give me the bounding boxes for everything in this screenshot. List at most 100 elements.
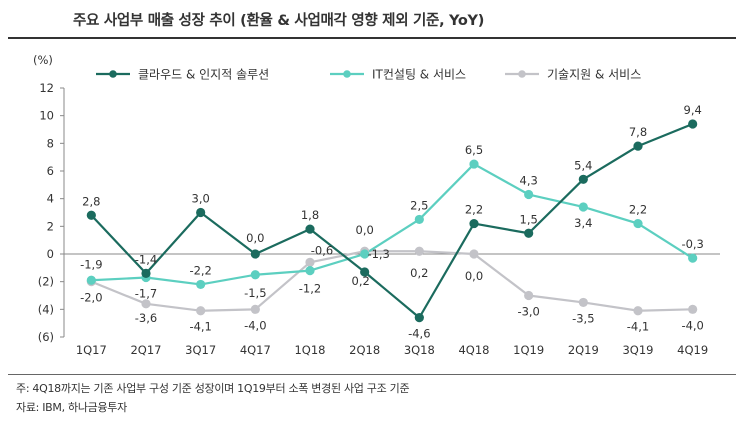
x-tick-label: 2Q17 bbox=[130, 343, 161, 357]
data-point bbox=[360, 249, 370, 259]
legend-entry: 클라우드 & 인지적 솔루션 bbox=[138, 68, 269, 82]
data-point bbox=[141, 299, 151, 309]
series-line bbox=[91, 162, 694, 286]
x-tick-label: 4Q19 bbox=[677, 343, 708, 357]
data-label: 2,2 bbox=[629, 203, 647, 217]
series-line bbox=[90, 250, 693, 312]
legend: 클라우드 & 인지적 솔루션 IT컨설팅 & 서비스 기술지원 & 서비스 bbox=[96, 68, 641, 82]
data-point bbox=[469, 218, 479, 229]
data-point bbox=[524, 189, 534, 200]
x-tick-label: 4Q17 bbox=[240, 343, 271, 357]
legend-swatch-marker bbox=[109, 70, 117, 78]
data-point bbox=[469, 159, 479, 169]
y-tick-label: 10 bbox=[39, 109, 54, 123]
x-tick-label: 2Q18 bbox=[349, 343, 380, 357]
data-point bbox=[524, 290, 534, 301]
data-point bbox=[578, 297, 588, 308]
x-tick-label: 1Q17 bbox=[76, 343, 107, 357]
data-point bbox=[633, 141, 643, 151]
data-point bbox=[196, 306, 206, 316]
legend-entry: IT컨설팅 & 서비스 bbox=[372, 68, 466, 82]
x-tick-label: 1Q19 bbox=[513, 343, 544, 357]
data-label: 0,0 bbox=[356, 223, 374, 237]
data-point bbox=[414, 214, 424, 225]
axes: (%) 12 10 8 6 4 2 0 (2) (4) (6) 1Q17 2Q17 3Q17 4Q17 1Q1… bbox=[33, 53, 720, 357]
data-label: -3,5 bbox=[572, 311, 594, 325]
data-label: -1,4 bbox=[135, 252, 157, 266]
data-label: -4,0 bbox=[244, 318, 266, 332]
data-point bbox=[414, 246, 424, 256]
data-point bbox=[305, 257, 315, 267]
data-point bbox=[578, 202, 588, 212]
y-tick-label: 8 bbox=[47, 136, 54, 150]
series-data-labels: 2,8 -1,4 3,0 0,0 1,8 -1,3 -4,6 2,2 1,5 5,4 7,8 9,4 -… bbox=[80, 103, 704, 341]
data-label: 6,5 bbox=[465, 143, 483, 157]
source-note: 자료: IBM, 하나금융투자 bbox=[16, 401, 127, 414]
data-label: -4,1 bbox=[189, 320, 211, 334]
data-point bbox=[688, 304, 698, 314]
data-point bbox=[633, 218, 643, 229]
data-point bbox=[360, 267, 370, 277]
data-point bbox=[86, 210, 96, 220]
data-point bbox=[688, 119, 698, 129]
data-label: -1,2 bbox=[299, 282, 321, 296]
data-label: 4,3 bbox=[520, 174, 538, 188]
data-label: -1,3 bbox=[367, 247, 389, 261]
data-label: -1,7 bbox=[135, 287, 157, 301]
legend-swatch-marker bbox=[518, 70, 526, 78]
data-point bbox=[250, 270, 260, 280]
data-point bbox=[469, 249, 479, 259]
y-tick-label: 12 bbox=[39, 81, 54, 95]
data-label: -1,5 bbox=[244, 286, 266, 300]
data-label: -2,0 bbox=[80, 291, 102, 305]
legend-entry: 기술지원 & 서비스 bbox=[547, 68, 641, 82]
data-point bbox=[414, 313, 424, 323]
data-label: -3,6 bbox=[135, 311, 157, 325]
data-label: -4,1 bbox=[627, 320, 649, 334]
data-label: 9,4 bbox=[684, 103, 702, 117]
data-label: -3,0 bbox=[517, 305, 539, 319]
data-label: 1,8 bbox=[301, 208, 319, 222]
data-point bbox=[305, 266, 315, 276]
data-point bbox=[250, 304, 260, 314]
x-tick-label: 4Q18 bbox=[458, 343, 489, 357]
data-point bbox=[578, 174, 588, 184]
data-point bbox=[196, 207, 206, 218]
data-point bbox=[250, 249, 260, 259]
data-point bbox=[141, 268, 151, 278]
data-point bbox=[524, 228, 534, 238]
y-tick-label: 6 bbox=[47, 164, 54, 178]
data-label: 0,0 bbox=[465, 269, 483, 283]
data-label: -0,6 bbox=[311, 243, 333, 257]
series-line bbox=[90, 122, 694, 319]
y-tick-label: 0 bbox=[47, 247, 54, 261]
x-tick-label: 3Q18 bbox=[404, 343, 435, 357]
y-tick-label: (6) bbox=[38, 330, 54, 344]
data-point bbox=[305, 224, 315, 234]
x-tick-label: 3Q19 bbox=[622, 343, 653, 357]
series-points bbox=[86, 119, 698, 323]
data-label: 0,2 bbox=[352, 274, 370, 288]
data-label: 2,2 bbox=[465, 203, 483, 217]
chart-title: 주요 사업부 매출 성장 추이 (환율 & 사업매각 영향 제외 기준, YoY… bbox=[73, 13, 485, 29]
data-label: 0,2 bbox=[410, 266, 428, 280]
data-label: 0,0 bbox=[246, 231, 264, 245]
title-divider bbox=[8, 37, 736, 39]
y-tick-label: 4 bbox=[47, 192, 54, 206]
data-label: -4,0 bbox=[681, 318, 703, 332]
y-tick-label: (2) bbox=[38, 275, 54, 289]
data-label: -4,6 bbox=[408, 327, 430, 341]
data-label: 3,4 bbox=[574, 216, 592, 230]
data-label: 3,0 bbox=[192, 192, 210, 206]
x-tick-label: 3Q17 bbox=[185, 343, 216, 357]
data-point bbox=[688, 253, 698, 263]
data-label: 5,4 bbox=[574, 158, 592, 172]
data-label: 2,8 bbox=[82, 194, 100, 208]
data-point bbox=[633, 306, 643, 316]
data-label: 1,5 bbox=[520, 212, 538, 226]
series-lines bbox=[90, 122, 694, 319]
x-tick-label: 2Q19 bbox=[568, 343, 599, 357]
data-label: -2,2 bbox=[189, 263, 211, 277]
